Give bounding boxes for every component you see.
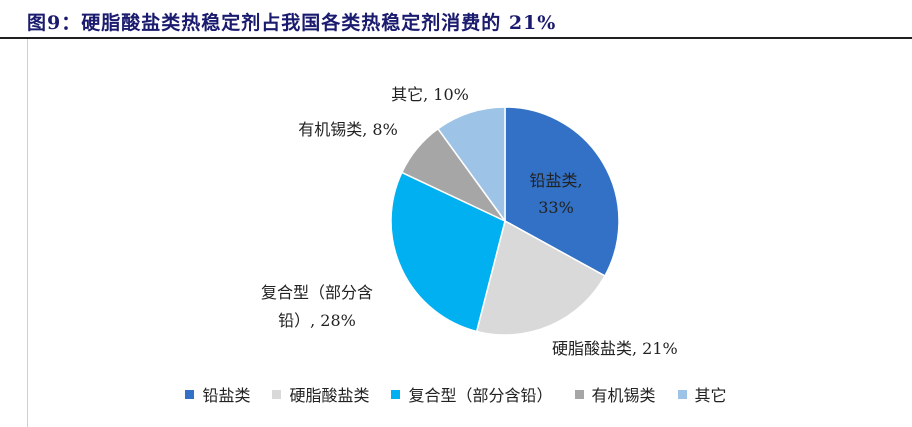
chart-legend: 铅盐类 硬脂酸盐类 复合型（部分含铅） 有机锡类 其它 [0, 382, 912, 406]
legend-swatch [574, 389, 584, 399]
data-label-3: 复合型（部分含铅）, 28% [261, 283, 373, 330]
legend-item-1: 铅盐类 [185, 382, 250, 406]
legend-label: 复合型（部分含铅） [408, 386, 553, 405]
pie-slice-5 [436, 106, 506, 224]
chart-title: 图9：硬脂酸盐类热稳定剂占我国各类热稳定剂消费的 21% [27, 12, 557, 34]
legend-item-5: 其它 [677, 382, 727, 406]
legend-label: 铅盐类 [202, 386, 251, 405]
legend-item-4: 有机锡类 [574, 382, 656, 406]
pie-slice-2 [475, 219, 606, 336]
pie-slice-3 [390, 171, 506, 333]
legend-label: 其它 [694, 386, 727, 405]
legend-swatch [272, 389, 282, 399]
data-label-5: 其它, 10% [391, 85, 469, 104]
legend-item-3: 复合型（部分含铅） [391, 382, 553, 406]
legend-swatch [391, 389, 401, 399]
legend-swatch [185, 389, 195, 399]
legend-item-2: 硬脂酸盐类 [272, 382, 369, 406]
pie-slice-1 [504, 106, 620, 277]
legend-label: 硬脂酸盐类 [289, 386, 370, 405]
data-label-2: 硬脂酸盐类, 21% [552, 339, 678, 358]
legend-label: 有机锡类 [591, 386, 656, 405]
title-underline [0, 37, 912, 39]
data-label-4: 有机锡类, 8% [298, 120, 398, 139]
legend-swatch [677, 389, 687, 399]
frame-left-border [27, 39, 28, 427]
data-label-1: 铅盐类, 33% [529, 171, 582, 217]
